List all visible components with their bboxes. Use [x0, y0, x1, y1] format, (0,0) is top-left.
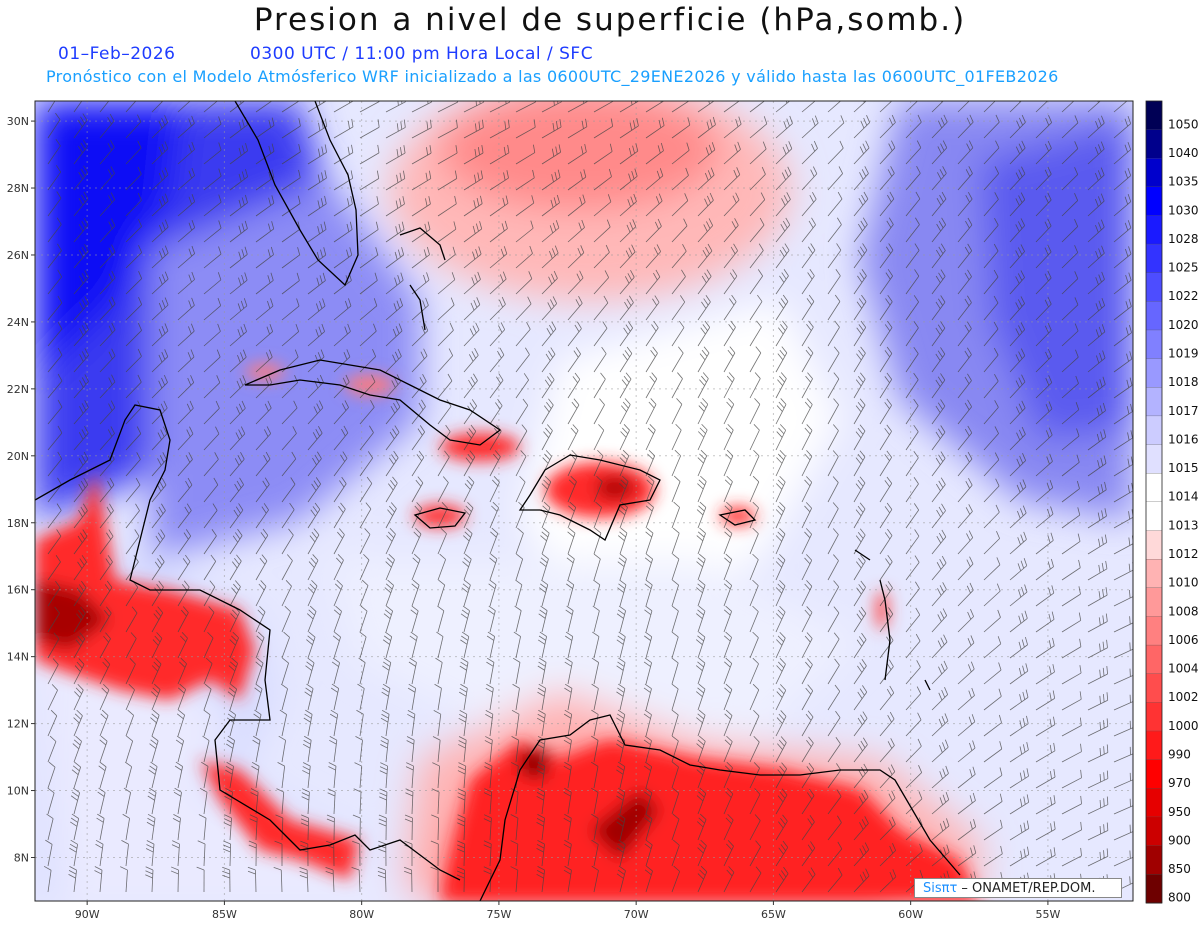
lat-label: 26N — [7, 249, 29, 262]
colorbar-swatch — [1146, 215, 1162, 245]
colorbar-label: 1035 — [1168, 175, 1199, 189]
lat-label: 14N — [7, 651, 29, 664]
colorbar-swatch — [1146, 559, 1162, 589]
lat-label: 12N — [7, 718, 29, 731]
colorbar-label: 970 — [1168, 776, 1191, 790]
colorbar-swatch — [1146, 645, 1162, 675]
colorbar-label: 1004 — [1168, 662, 1199, 676]
lon-label: 80W — [349, 908, 374, 921]
lon-label: 70W — [624, 908, 649, 921]
colorbar-swatch — [1146, 244, 1162, 274]
colorbar-label: 1015 — [1168, 461, 1199, 475]
lat-label: 18N — [7, 517, 29, 530]
colorbar-label: 1006 — [1168, 633, 1199, 647]
colorbar-label: 1022 — [1168, 289, 1199, 303]
lon-label: 60W — [898, 908, 923, 921]
colorbar-swatch — [1146, 845, 1162, 875]
colorbar-label: 1018 — [1168, 375, 1199, 389]
colorbar-swatch — [1146, 702, 1162, 732]
colorbar-label: 800 — [1168, 891, 1191, 905]
colorbar-label: 1017 — [1168, 404, 1199, 418]
colorbar-label: 1050 — [1168, 117, 1199, 131]
colorbar-swatch — [1146, 788, 1162, 818]
colorbar-swatch — [1146, 874, 1162, 904]
colorbar-label: 1000 — [1168, 719, 1199, 733]
lat-label: 8N — [14, 851, 29, 864]
model-subtitle: Pronóstico con el Modelo Atmósferico WRF… — [46, 67, 1059, 86]
colorbar-label: 1012 — [1168, 547, 1199, 561]
lon-label: 85W — [212, 908, 237, 921]
lat-label: 30N — [7, 115, 29, 128]
colorbar-swatch — [1146, 272, 1162, 302]
lat-label: 24N — [7, 316, 29, 329]
colorbar-swatch — [1146, 101, 1162, 131]
latitude-axis: 30N 28N 26N 24N 22N 20N 18N 16N 14N 12N 10N 8N — [7, 115, 35, 864]
colorbar-swatch — [1146, 530, 1162, 560]
colorbar-swatch — [1146, 387, 1162, 417]
lon-label: 90W — [75, 908, 100, 921]
colorbar-swatch — [1146, 444, 1162, 474]
lat-label: 20N — [7, 450, 29, 463]
colorbar-label: 1025 — [1168, 261, 1199, 275]
sispt-logo: Sisπτ — [923, 881, 958, 896]
lat-label: 28N — [7, 182, 29, 195]
wind-barbs — [43, 101, 1133, 893]
lat-label: 16N — [7, 584, 29, 597]
colorbar-swatch — [1146, 330, 1162, 360]
colorbar-swatch — [1146, 673, 1162, 703]
pressure-colorbar: 1050 1040 1035 1030 1028 1025 1022 1020 1019 1018… — [1145, 100, 1199, 905]
colorbar-swatch — [1146, 301, 1162, 331]
colorbar-label: 1030 — [1168, 203, 1199, 217]
map-title: Presion a nivel de superficie (hPa,somb.… — [253, 2, 967, 38]
colorbar-label: 850 — [1168, 862, 1191, 876]
colorbar-label: 1016 — [1168, 432, 1199, 446]
colorbar-label: 900 — [1168, 833, 1191, 847]
lon-label: 75W — [486, 908, 511, 921]
lat-label: 10N — [7, 785, 29, 798]
pressure-field — [35, 101, 1133, 901]
colorbar-label: 950 — [1168, 805, 1191, 819]
colorbar-label: 1014 — [1168, 490, 1199, 504]
graticule — [35, 101, 1133, 901]
colorbar-label: 1028 — [1168, 232, 1199, 246]
colorbar-swatch — [1146, 502, 1162, 532]
colorbar-swatch — [1146, 416, 1162, 446]
colorbar-label: 1020 — [1168, 318, 1199, 332]
colorbar-swatch — [1146, 129, 1162, 159]
colorbar-label: 1008 — [1168, 604, 1199, 618]
colorbar-swatch — [1146, 186, 1162, 217]
colorbar-label: 1019 — [1168, 346, 1199, 360]
colorbar-label: 1002 — [1168, 690, 1199, 704]
valid-date: 01–Feb–2026 — [58, 44, 176, 64]
colorbar-label: 990 — [1168, 747, 1191, 761]
colorbar-swatch — [1146, 358, 1162, 388]
colorbar-swatch — [1146, 731, 1162, 761]
longitude-axis: 90W 85W 80W 75W 70W 65W 60W 55W — [75, 901, 1060, 921]
lat-label: 22N — [7, 383, 29, 396]
colorbar-label: 1040 — [1168, 146, 1199, 160]
lon-label: 55W — [1035, 908, 1060, 921]
colorbar-label: 1013 — [1168, 518, 1199, 532]
colorbar-label: 1010 — [1168, 576, 1199, 590]
colorbar-swatch — [1146, 158, 1162, 188]
colorbar-swatch — [1146, 473, 1162, 503]
colorbar-swatch — [1146, 759, 1162, 789]
coastlines — [35, 101, 961, 901]
colorbar-swatch — [1146, 587, 1162, 618]
lon-label: 65W — [761, 908, 786, 921]
colorbar-swatch — [1146, 616, 1162, 646]
plot-frame — [34, 100, 1134, 902]
credit-box: Sisπτ – ONAMET/REP.DOM. — [914, 878, 1122, 898]
credit-text: – ONAMET/REP.DOM. — [957, 881, 1096, 896]
colorbar-swatch — [1146, 817, 1162, 847]
valid-time: 0300 UTC / 11:00 pm Hora Local / SFC — [250, 44, 594, 64]
